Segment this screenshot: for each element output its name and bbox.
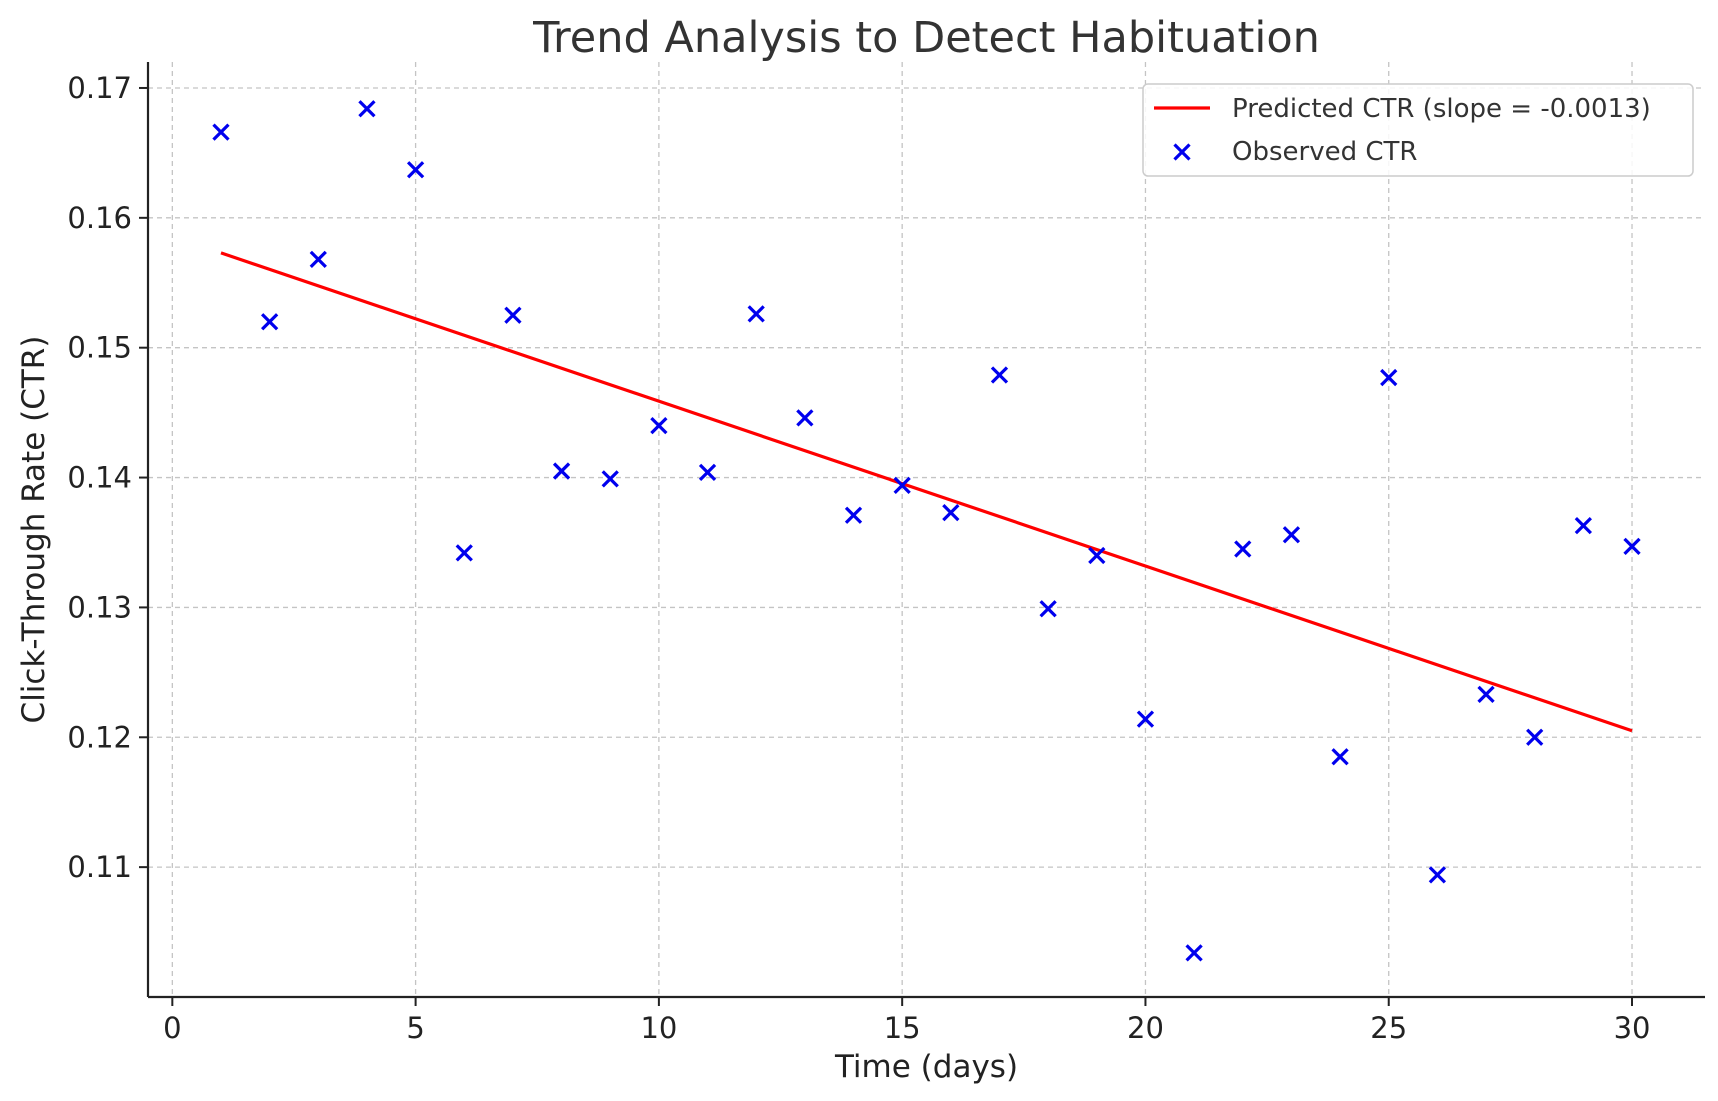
marker-stroke <box>455 544 473 562</box>
observed-ctr-point <box>1623 537 1641 556</box>
marker-stroke <box>1234 540 1252 558</box>
marker-stroke <box>844 506 863 524</box>
legend-item-observed-ctr: Observed CTR <box>1232 137 1417 167</box>
observed-ctr-point <box>796 409 814 427</box>
marker-stroke <box>358 100 376 118</box>
observed-ctr-point <box>1526 728 1544 746</box>
observed-ctr-point <box>261 313 279 331</box>
marker-stroke <box>990 366 1009 384</box>
marker-stroke <box>552 462 571 480</box>
marker-stroke <box>1173 143 1191 161</box>
x-tick-label: 0 <box>163 1011 181 1045</box>
observed-ctr-point <box>1234 540 1252 558</box>
legend-marker-swatch <box>1173 143 1191 161</box>
marker-stroke <box>1526 728 1544 746</box>
observed-ctr-point <box>601 470 619 488</box>
observed-ctr-point <box>552 462 571 480</box>
x-tick-label: 25 <box>1370 1011 1407 1045</box>
marker-stroke <box>1477 685 1495 704</box>
marker-stroke <box>309 250 327 269</box>
marker-stroke <box>1380 368 1398 387</box>
marker-stroke <box>1039 600 1057 618</box>
y-tick-label: 0.14 <box>67 461 132 495</box>
observed-ctr-point <box>650 416 668 435</box>
observed-ctr-point <box>309 250 327 269</box>
observed-ctr-point <box>747 305 765 323</box>
x-tick-label: 5 <box>406 1011 424 1045</box>
marker-stroke <box>1136 710 1155 728</box>
marker-stroke <box>942 503 960 522</box>
marker-stroke <box>1282 526 1301 544</box>
x-axis-label: Time (days) <box>834 1049 1018 1085</box>
axes: 0 5 10 15 20 25 30 0.11 0.12 0.13 0.14 0.15 0.16 0.17 <box>67 62 1705 1045</box>
y-tick-label: 0.15 <box>67 331 132 365</box>
chart-title: Trend Analysis to Detect Habituation <box>532 13 1320 63</box>
observed-ctr-point <box>1185 944 1203 962</box>
observed-ctr-point <box>212 123 230 141</box>
observed-ctr-point <box>893 476 911 494</box>
marker-stroke <box>1088 546 1106 565</box>
legend-box <box>1142 83 1694 177</box>
observed-ctr-point <box>942 503 960 522</box>
marker-stroke <box>601 470 619 488</box>
marker-stroke <box>504 306 522 324</box>
plot-area <box>212 100 1641 962</box>
x-tick-label: 30 <box>1614 1011 1651 1045</box>
marker-stroke <box>893 476 911 494</box>
observed-ctr-point <box>1039 600 1057 618</box>
observed-ctr-point <box>358 100 376 118</box>
observed-ctr-point <box>1380 368 1398 387</box>
observed-ctr-point <box>698 463 717 481</box>
observed-ctr-point <box>1574 516 1592 535</box>
legend: Predicted CTR (slope = -0.0013) Observed… <box>1142 83 1694 177</box>
observed-ctr-point <box>1331 748 1349 766</box>
y-axis-label: Click-Through Rate (CTR) <box>16 336 52 724</box>
marker-stroke <box>406 161 425 179</box>
marker-stroke <box>1623 537 1641 556</box>
x-tick-label: 15 <box>884 1011 921 1045</box>
observed-ctr-point <box>844 506 863 524</box>
grid <box>148 62 1705 997</box>
marker-stroke <box>1428 866 1447 884</box>
observed-ctr-point <box>455 544 473 562</box>
legend-x-marker <box>1173 143 1191 161</box>
y-tick-label: 0.17 <box>67 71 132 105</box>
observed-ctr-point <box>406 161 425 179</box>
observed-ctr-point <box>1088 546 1106 565</box>
marker-stroke <box>796 409 814 427</box>
x-tick-label: 10 <box>640 1011 677 1045</box>
x-tick-label: 20 <box>1127 1011 1164 1045</box>
y-tick-label: 0.12 <box>67 720 132 754</box>
observed-ctr-point <box>1282 526 1301 544</box>
marker-stroke <box>1574 516 1592 535</box>
observed-ctr-point <box>1428 866 1447 884</box>
marker-stroke <box>1331 748 1349 766</box>
marker-stroke <box>650 416 668 435</box>
marker-stroke <box>212 123 230 141</box>
marker-stroke <box>1185 944 1203 962</box>
marker-stroke <box>261 313 279 331</box>
observed-ctr-point <box>1136 710 1155 728</box>
observed-ctr-point <box>990 366 1009 384</box>
marker-stroke <box>698 463 717 481</box>
y-tick-label: 0.16 <box>67 201 132 235</box>
legend-item-predicted-ctr: Predicted CTR (slope = -0.0013) <box>1232 94 1651 124</box>
marker-stroke <box>747 305 765 323</box>
observed-ctr-point <box>504 306 522 324</box>
y-tick-label: 0.13 <box>67 590 132 624</box>
predicted-ctr-line <box>220 251 1633 733</box>
y-tick-label: 0.11 <box>67 850 132 884</box>
observed-ctr-point <box>1477 685 1495 704</box>
